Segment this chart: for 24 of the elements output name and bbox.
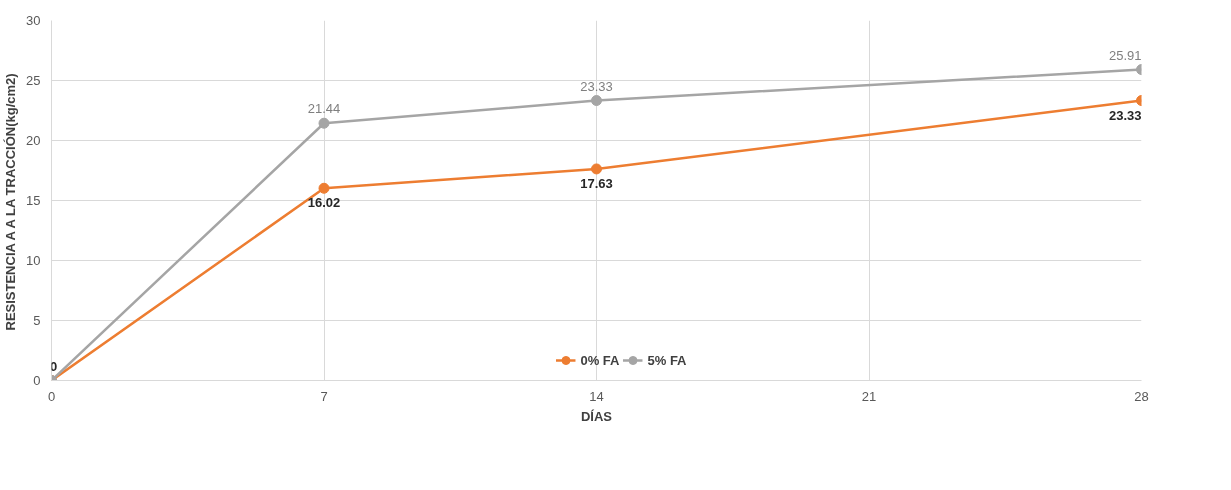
- x-tick-label: 21: [861, 388, 877, 404]
- data-label: 25.91: [1108, 47, 1142, 63]
- data-label: 16.02: [307, 195, 341, 211]
- x-tick-label: 7: [320, 388, 328, 404]
- data-label: 23.33: [1108, 107, 1142, 123]
- y-tick-label: 25: [26, 73, 41, 88]
- data-label: 17.63: [580, 175, 613, 191]
- y-tick-label: 30: [26, 13, 41, 28]
- legend-label: 5% FA: [647, 352, 687, 368]
- legend-label: 0% FA: [580, 352, 620, 368]
- data-label: 21.44: [307, 101, 341, 117]
- point: [318, 182, 330, 194]
- y-tick-label: 15: [26, 193, 41, 208]
- y-tick-label: 0: [33, 373, 41, 388]
- y-tick-label: 20: [26, 133, 41, 148]
- x-tick-label: 28: [1134, 388, 1149, 404]
- x-tick-label: 14: [589, 388, 604, 404]
- x-axis-title: DÍAS: [580, 408, 613, 424]
- data-label: 23.33: [580, 78, 613, 94]
- y-axis-title: RESISTENCIA A A LA TRACCIÓN(kg/cm2): [3, 73, 19, 331]
- x-tick-label: 0: [47, 388, 56, 404]
- point: [591, 163, 602, 175]
- y-tick-label: 5: [33, 313, 41, 328]
- y-tick-label: 10: [26, 253, 41, 268]
